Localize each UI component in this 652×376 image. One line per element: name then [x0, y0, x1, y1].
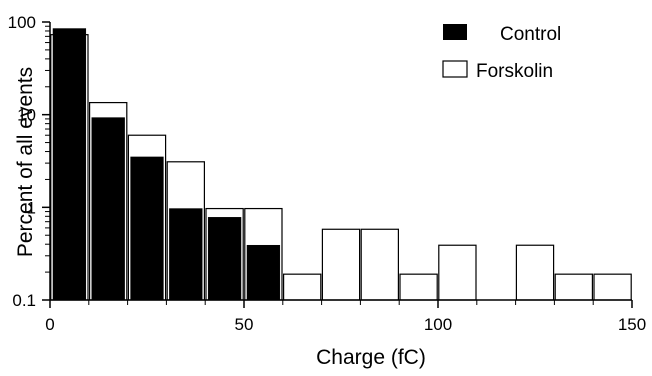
bar-control-35 [169, 208, 203, 301]
bar-forskolin-65 [283, 273, 322, 301]
bar-forskolin-135 [554, 273, 594, 301]
x-tick-label-150: 150 [618, 315, 646, 334]
legend-swatch-forskolin [442, 60, 468, 78]
bar-forskolin-145 [593, 273, 632, 301]
legend: Control Forskolin [442, 24, 561, 82]
legend-label-control: Control [500, 24, 561, 45]
y-tick-label-100: 100 [8, 13, 36, 32]
x-axis-title: Charge (fC) [316, 346, 426, 369]
bar-forskolin-85 [360, 228, 400, 301]
axes-layer [49, 22, 632, 301]
bar-forskolin-105 [438, 244, 477, 301]
bars-layer [50, 28, 632, 301]
x-tick-label-0: 0 [45, 315, 54, 334]
bar-forskolin-125 [515, 244, 555, 301]
legend-swatch-control [443, 24, 467, 40]
bar-forskolin-95 [399, 273, 438, 301]
bar-forskolin-75 [321, 228, 361, 301]
bar-control-15 [91, 117, 125, 301]
bar-control-5 [52, 28, 87, 301]
x-tick-label-50: 50 [235, 315, 254, 334]
bar-control-45 [207, 217, 242, 301]
bar-control-55 [246, 244, 281, 301]
y-axis-title: Percent of all events [14, 67, 37, 257]
legend-label-forskolin: Forskolin [476, 61, 553, 82]
bar-control-25 [130, 156, 164, 301]
y-tick-label-0.1: 0.1 [12, 291, 36, 310]
y-tick-label-1: 1 [27, 198, 36, 217]
ticks-layer: 0.1 1 10 100 0 50 100 150 [8, 13, 647, 334]
y-tick-label-10: 10 [17, 106, 36, 125]
x-tick-label-100: 100 [424, 315, 452, 334]
